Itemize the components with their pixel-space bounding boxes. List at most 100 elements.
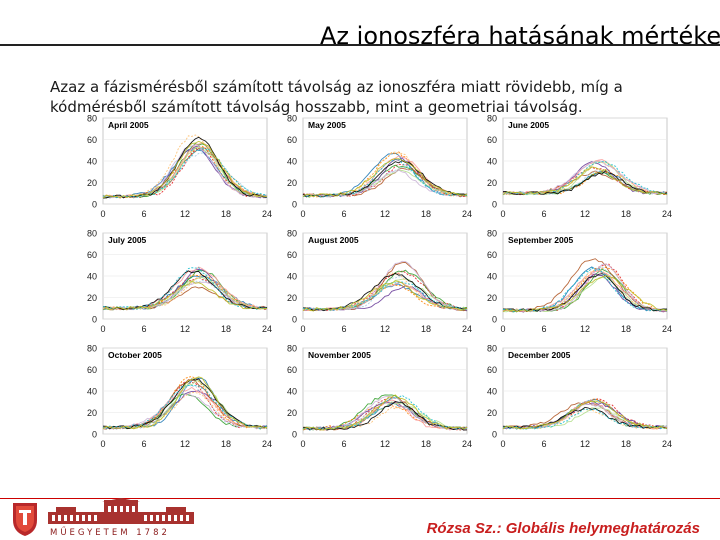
- x-tick-label: 6: [341, 324, 346, 334]
- x-tick-label: 18: [421, 324, 431, 334]
- x-tick-label: 12: [380, 324, 390, 334]
- x-tick-label: 6: [141, 209, 146, 219]
- x-tick-label: 24: [662, 439, 672, 449]
- chart-august-2005: 0 20 40 60 80 0 6 12 18 24 August 2005: [275, 227, 475, 337]
- series-line: [102, 391, 268, 430]
- x-tick-label: 24: [662, 209, 672, 219]
- y-tick-label: 0: [92, 315, 97, 325]
- y-tick-label: 20: [487, 178, 497, 188]
- x-tick-label: 12: [580, 439, 590, 449]
- x-tick-label: 24: [262, 439, 272, 449]
- series-line: [302, 406, 468, 431]
- y-tick-label: 80: [87, 229, 97, 239]
- x-tick-label: 6: [541, 324, 546, 334]
- slide-body-text: Azaz a fázismérésből számított távolság …: [50, 77, 690, 117]
- y-tick-label: 80: [287, 229, 297, 239]
- chart-title: May 2005: [308, 120, 346, 130]
- y-tick-label: 60: [487, 250, 497, 260]
- institution-name: MŰEGYETEM 1782: [50, 528, 170, 538]
- y-tick-label: 0: [292, 200, 297, 210]
- y-tick-label: 60: [287, 135, 297, 145]
- series-line: [302, 158, 468, 198]
- series-line: [502, 166, 668, 196]
- series-line: [102, 147, 268, 199]
- x-tick-label: 0: [100, 209, 105, 219]
- series-line: [302, 272, 468, 312]
- series-line: [302, 395, 468, 431]
- y-tick-label: 40: [487, 272, 497, 282]
- x-tick-label: 12: [180, 439, 190, 449]
- chart-title: June 2005: [508, 120, 549, 130]
- y-tick-label: 20: [87, 293, 97, 303]
- chart-october-2005: 0 20 40 60 80 0 6 12 18 24 October 2005: [75, 342, 275, 452]
- series-line: [302, 158, 468, 198]
- x-tick-label: 6: [541, 209, 546, 219]
- body-line-2: kódmérésből számított távolság hosszabb,…: [50, 98, 583, 116]
- series-line: [102, 376, 268, 430]
- x-tick-label: 12: [180, 324, 190, 334]
- y-tick-label: 60: [287, 250, 297, 260]
- series-line: [102, 384, 268, 430]
- series-line: [303, 394, 468, 431]
- series-line: [502, 400, 668, 430]
- x-tick-label: 6: [341, 439, 346, 449]
- y-tick-label: 20: [287, 408, 297, 418]
- y-tick-label: 80: [87, 114, 97, 124]
- chart-may-2005: 0 20 40 60 80 0 6 12 18 24 May 2005: [275, 112, 475, 222]
- y-tick-label: 80: [487, 114, 497, 124]
- y-tick-label: 40: [487, 157, 497, 167]
- chart-july-2005: 0 20 40 60 80 0 6 12 18 24 July 2005: [75, 227, 275, 337]
- x-tick-label: 24: [462, 324, 472, 334]
- chart-june-2005: 0 20 40 60 80 0 6 12 18 24 June 2005: [475, 112, 675, 222]
- y-tick-label: 20: [87, 178, 97, 188]
- x-tick-label: 24: [262, 324, 272, 334]
- chart-title: July 2005: [108, 235, 147, 245]
- y-tick-label: 80: [487, 344, 497, 354]
- y-tick-label: 40: [87, 272, 97, 282]
- y-tick-label: 60: [287, 365, 297, 375]
- x-tick-label: 12: [380, 439, 390, 449]
- chart-title: August 2005: [308, 235, 359, 245]
- chart-title: April 2005: [108, 120, 149, 130]
- y-tick-label: 0: [492, 430, 497, 440]
- series-line: [102, 134, 268, 199]
- x-tick-label: 0: [500, 209, 505, 219]
- y-tick-label: 0: [92, 200, 97, 210]
- x-tick-label: 0: [300, 324, 305, 334]
- x-tick-label: 6: [341, 209, 346, 219]
- y-tick-label: 20: [287, 293, 297, 303]
- chart-november-2005: 0 20 40 60 80 0 6 12 18 24 November 2005: [275, 342, 475, 452]
- y-tick-label: 0: [92, 430, 97, 440]
- chart-april-2005: 0 20 40 60 80 0 6 12 18 24 April 2005: [75, 112, 275, 222]
- y-tick-label: 0: [492, 315, 497, 325]
- series-line: [502, 263, 668, 313]
- x-tick-label: 18: [621, 324, 631, 334]
- y-tick-label: 0: [492, 200, 497, 210]
- chart-december-2005: 0 20 40 60 80 0 6 12 18 24 December 2005: [475, 342, 675, 452]
- title-divider: [0, 44, 720, 46]
- x-tick-label: 18: [221, 439, 231, 449]
- university-crest-icon: [13, 503, 37, 536]
- university-building-logo-icon: [48, 498, 194, 524]
- x-tick-label: 12: [580, 209, 590, 219]
- x-tick-label: 0: [500, 324, 505, 334]
- x-tick-label: 0: [300, 439, 305, 449]
- x-tick-label: 18: [421, 209, 431, 219]
- y-tick-label: 40: [487, 387, 497, 397]
- series-line: [302, 280, 468, 312]
- series-line: [502, 403, 668, 430]
- x-tick-label: 18: [621, 439, 631, 449]
- y-tick-label: 80: [87, 344, 97, 354]
- footer-author-course: Rózsa Sz.: Globális helymeghatározás: [426, 520, 700, 537]
- x-tick-label: 18: [421, 439, 431, 449]
- x-tick-label: 12: [180, 209, 190, 219]
- y-tick-label: 40: [287, 157, 297, 167]
- y-tick-label: 20: [487, 408, 497, 418]
- y-tick-label: 0: [292, 430, 297, 440]
- x-tick-label: 24: [262, 209, 272, 219]
- y-tick-label: 80: [287, 344, 297, 354]
- series-line: [502, 275, 668, 313]
- x-tick-label: 24: [462, 439, 472, 449]
- x-tick-label: 24: [462, 209, 472, 219]
- monthly-tec-chart-grid: 0 20 40 60 80 0 6 12 18 24 April 2005 0 20 40 60 80 0 6 1…: [75, 112, 675, 450]
